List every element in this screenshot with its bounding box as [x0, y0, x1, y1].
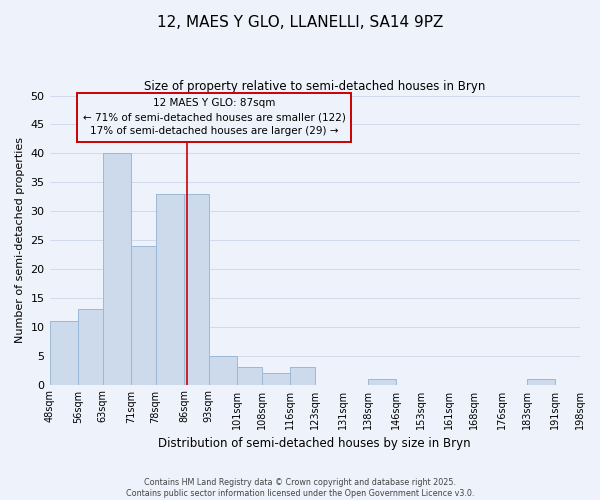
Title: Size of property relative to semi-detached houses in Bryn: Size of property relative to semi-detach…	[144, 80, 485, 93]
Text: Contains HM Land Registry data © Crown copyright and database right 2025.
Contai: Contains HM Land Registry data © Crown c…	[126, 478, 474, 498]
Bar	[131, 246, 155, 384]
Bar	[290, 367, 315, 384]
Text: 12, MAES Y GLO, LLANELLI, SA14 9PZ: 12, MAES Y GLO, LLANELLI, SA14 9PZ	[157, 15, 443, 30]
Bar	[103, 154, 131, 384]
Text: 12 MAES Y GLO: 87sqm
← 71% of semi-detached houses are smaller (122)
17% of semi: 12 MAES Y GLO: 87sqm ← 71% of semi-detac…	[83, 98, 346, 136]
Bar	[527, 379, 555, 384]
Bar	[184, 194, 209, 384]
Bar	[368, 379, 396, 384]
Y-axis label: Number of semi-detached properties: Number of semi-detached properties	[15, 137, 25, 343]
Bar	[50, 321, 78, 384]
Bar	[237, 367, 262, 384]
Bar	[155, 194, 184, 384]
Bar	[209, 356, 237, 384]
X-axis label: Distribution of semi-detached houses by size in Bryn: Distribution of semi-detached houses by …	[158, 437, 471, 450]
Bar	[262, 373, 290, 384]
Bar	[78, 310, 103, 384]
